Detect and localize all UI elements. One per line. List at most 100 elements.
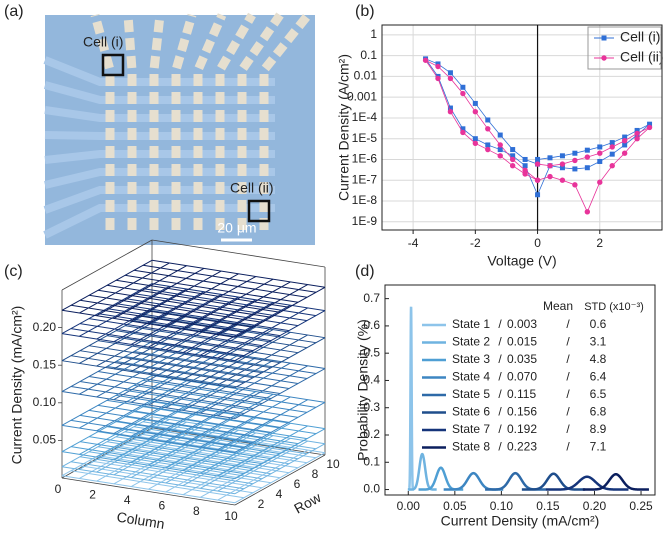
z-tick-label: 0.20 — [33, 320, 57, 334]
marker — [535, 192, 541, 198]
y-tick-label: 1E-6 — [352, 152, 378, 166]
legend-std: 6.5 — [590, 387, 607, 401]
mesh-line — [106, 399, 281, 428]
marker — [522, 163, 528, 169]
marker — [447, 108, 454, 115]
legend-separator: / — [566, 370, 570, 384]
mesh-line — [217, 425, 308, 477]
x-tick-label: -2 — [470, 236, 481, 250]
mesh-line — [165, 276, 257, 327]
legend-frame — [587, 26, 662, 70]
x-tick-label: 0 — [55, 482, 62, 496]
legend-std: 3.1 — [590, 335, 607, 349]
mesh-line — [217, 284, 308, 336]
marker — [621, 150, 628, 156]
density-curve — [485, 471, 546, 491]
marker — [559, 161, 566, 167]
mesh-line — [115, 361, 290, 390]
legend-separator: / — [498, 317, 502, 331]
mesh-line — [200, 331, 291, 383]
mesh-line — [182, 278, 274, 330]
mesh-line — [106, 426, 281, 455]
x-axis-label: Column — [116, 509, 166, 532]
mesh-line — [217, 440, 308, 492]
marker — [535, 156, 541, 162]
mesh-line — [142, 406, 317, 435]
x-tick-label: 0.00 — [397, 499, 421, 513]
marker — [497, 132, 503, 138]
density-curve — [407, 452, 437, 491]
marker — [510, 153, 516, 159]
mesh-line — [234, 452, 326, 504]
legend-std: 6.4 — [590, 370, 607, 384]
legend-mean: 0.003 — [507, 317, 537, 331]
legend-separator: / — [566, 352, 570, 366]
legend-name: State 3 — [452, 352, 490, 366]
mesh-line — [106, 335, 281, 364]
mesh-line — [106, 441, 281, 470]
marker — [584, 165, 590, 171]
marker — [547, 163, 553, 169]
mesh-line — [124, 274, 299, 303]
mesh-line — [165, 357, 257, 409]
legend-name: State 8 — [452, 440, 490, 454]
mesh-line — [234, 310, 326, 362]
cell-marker — [101, 53, 125, 77]
mesh-line — [124, 325, 299, 354]
x-tick-label: 0.05 — [443, 499, 467, 513]
marker — [634, 127, 640, 133]
x-tick-label: 0 — [534, 236, 541, 250]
mesh-line — [200, 304, 291, 356]
y-tick-label: 0.5 — [363, 345, 380, 359]
top-electrodes — [90, 12, 312, 230]
y-axis-label: Row — [291, 489, 324, 517]
marker — [559, 177, 566, 183]
legend-std: 4.8 — [590, 352, 607, 366]
legend-separator: / — [498, 370, 502, 384]
mesh-line — [200, 281, 291, 333]
y-tick-label: 10 — [326, 457, 340, 471]
marker — [485, 146, 491, 153]
panel-label: (d) — [355, 263, 375, 280]
marker — [572, 182, 578, 188]
panel-label: (c) — [4, 263, 23, 280]
y-tick-label: 0.01 — [354, 69, 378, 83]
legend-separator: / — [498, 335, 502, 349]
y-tick-label: 8 — [312, 467, 319, 481]
panel-label: (a) — [4, 3, 24, 20]
density-curve — [521, 472, 586, 491]
marker — [485, 142, 491, 148]
legend-name: State 5 — [452, 387, 490, 401]
mesh-line — [142, 379, 317, 408]
mesh-line — [151, 310, 326, 339]
z-axis-label: Current Density (mA/cm²) — [9, 306, 25, 465]
legend-mean: 0.223 — [507, 440, 537, 454]
marker — [497, 142, 503, 148]
marker — [622, 142, 628, 148]
mesh-line — [151, 401, 326, 430]
marker — [547, 155, 553, 161]
mesh-line — [234, 286, 326, 338]
x-tick-label: 0.10 — [490, 499, 514, 513]
marker — [584, 147, 590, 153]
legend-separator: / — [566, 335, 570, 349]
density-curve — [443, 471, 504, 491]
marker — [472, 100, 478, 106]
marker — [497, 153, 503, 159]
y-tick-label: 2 — [258, 497, 265, 511]
y-tick-label: 1E-5 — [352, 131, 378, 145]
legend-name: State 6 — [452, 405, 490, 419]
marker — [509, 156, 516, 163]
legend-separator: / — [566, 405, 570, 419]
density-curve — [407, 306, 415, 491]
legend-separator: / — [498, 387, 502, 401]
marker — [584, 154, 591, 160]
legend-separator: / — [566, 422, 570, 436]
mesh-line — [124, 298, 299, 327]
y-tick-label: 0.0 — [363, 482, 380, 496]
marker — [472, 140, 479, 147]
legend-mean: 0.192 — [507, 422, 537, 436]
legend-marker — [601, 35, 607, 41]
marker — [609, 140, 615, 146]
